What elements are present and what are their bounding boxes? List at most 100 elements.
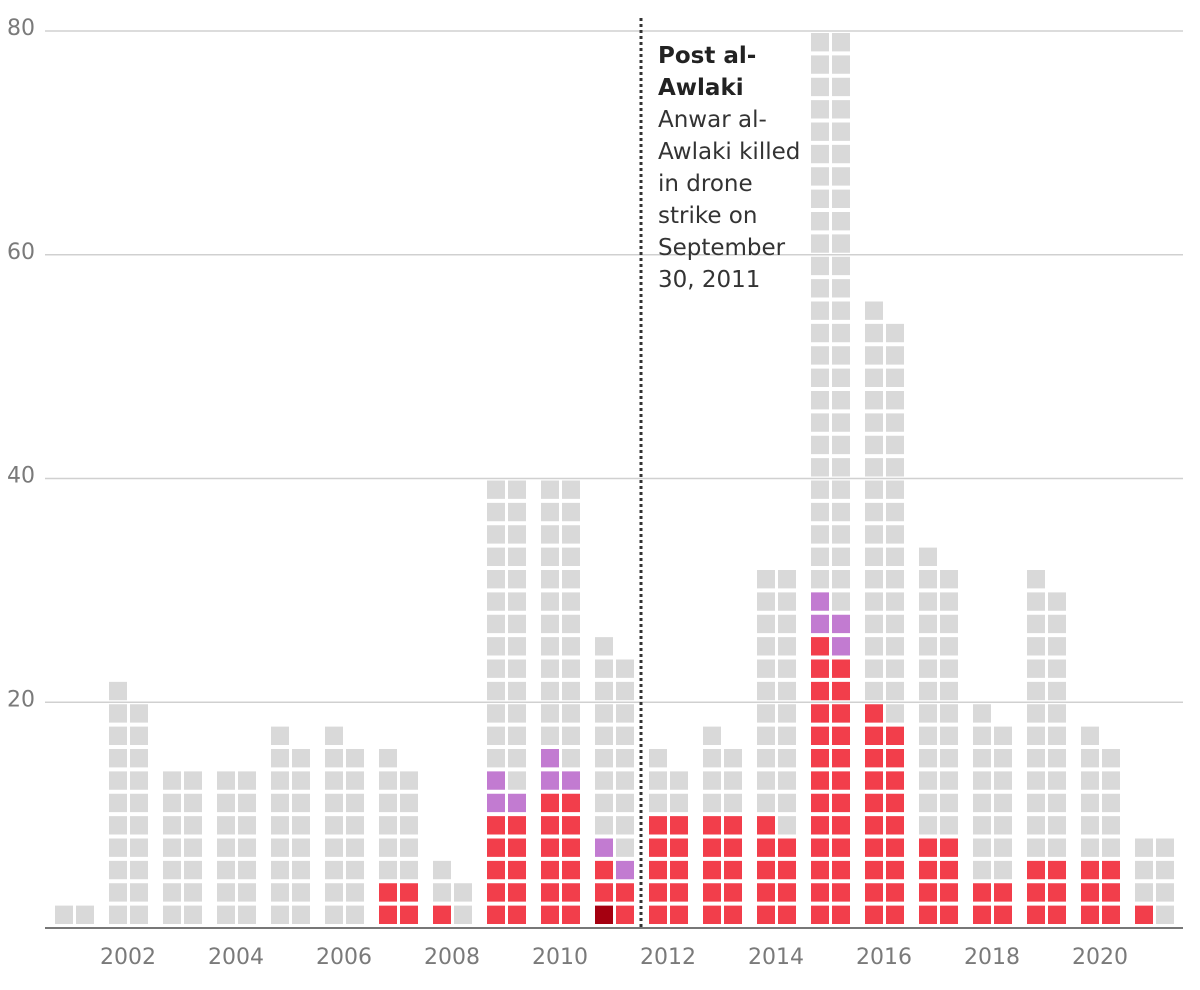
unit-square [994,771,1012,790]
unit-square [130,704,148,723]
unit-square [217,883,235,902]
unit-square [757,838,775,857]
unit-square [865,368,883,387]
unit-square [109,681,127,701]
unit-square [508,816,526,835]
unit-square [940,592,958,611]
unit-square [778,570,796,589]
unit-square [973,883,991,902]
unit-square [832,256,850,276]
unit-square [811,100,829,119]
unit-square [703,838,721,857]
unit-square [595,838,613,857]
unit-square [1102,771,1120,790]
unit-square [832,323,850,343]
unit-square [163,905,181,924]
unit-square [724,771,742,790]
unit-square [616,816,634,835]
unit-square [1081,726,1099,745]
unit-square [109,905,127,924]
unit-square [1048,681,1066,701]
unit-square [832,570,850,589]
unit-square [832,100,850,119]
unit-square [562,525,580,544]
unit-square [865,323,883,343]
unit-square [778,704,796,723]
unit-square [811,771,829,790]
unit-square [757,614,775,634]
unit-square [886,681,904,701]
unit-square [487,480,505,499]
unit-square [940,704,958,723]
unit-square [562,480,580,499]
unit-square [649,905,667,924]
unit-square [865,435,883,455]
unit-square [616,905,634,924]
unit-square [940,905,958,924]
unit-square [886,368,904,387]
unit-square [811,234,829,253]
unit-square [346,883,364,902]
unit-square [271,793,289,813]
unit-square [184,860,202,880]
unit-square [919,793,937,813]
unit-square [1081,860,1099,880]
unit-square [724,860,742,880]
unit-square [832,860,850,880]
unit-square [346,749,364,768]
unit-square [616,860,634,880]
unit-square [1027,905,1045,924]
unit-square [832,413,850,432]
unit-square [109,793,127,813]
unit-square [778,860,796,880]
unit-square [865,793,883,813]
unit-square [379,883,397,902]
unit-square [865,614,883,634]
unit-square [595,726,613,745]
unit-square [1027,771,1045,790]
unit-square [130,860,148,880]
x-tick-label: 2008 [424,945,480,970]
unit-square [919,883,937,902]
unit-square [76,905,94,924]
unit-square [973,771,991,790]
unit-square [562,883,580,902]
unit-square [919,816,937,835]
y-tick-label: 80 [7,16,35,41]
unit-square [109,838,127,857]
unit-square [217,905,235,924]
unit-square [886,391,904,410]
unit-square [184,771,202,790]
unit-square [487,860,505,880]
unit-square [832,55,850,74]
unit-square [562,570,580,589]
unit-square [832,480,850,499]
unit-square [508,547,526,566]
unit-square [1135,838,1153,857]
unit-square [346,771,364,790]
unit-square [379,793,397,813]
unit-square [886,749,904,768]
unit-square [325,838,343,857]
unit-square [832,637,850,656]
unit-square [130,838,148,857]
unit-square [703,860,721,880]
unit-square [238,905,256,924]
annotation-text: Anwar al-Awlaki killed in drone strike o… [658,107,801,293]
unit-square [562,681,580,701]
unit-square [778,905,796,924]
unit-square [670,838,688,857]
x-tick-label: 2006 [316,945,372,970]
unit-square [163,838,181,857]
unit-square [1048,883,1066,902]
unit-square [1048,614,1066,634]
unit-square [346,905,364,924]
unit-square [130,816,148,835]
unit-square [886,525,904,544]
unit-square [832,726,850,745]
unit-square [616,704,634,723]
unit-square [919,726,937,745]
unit-square [109,771,127,790]
unit-square [865,547,883,566]
